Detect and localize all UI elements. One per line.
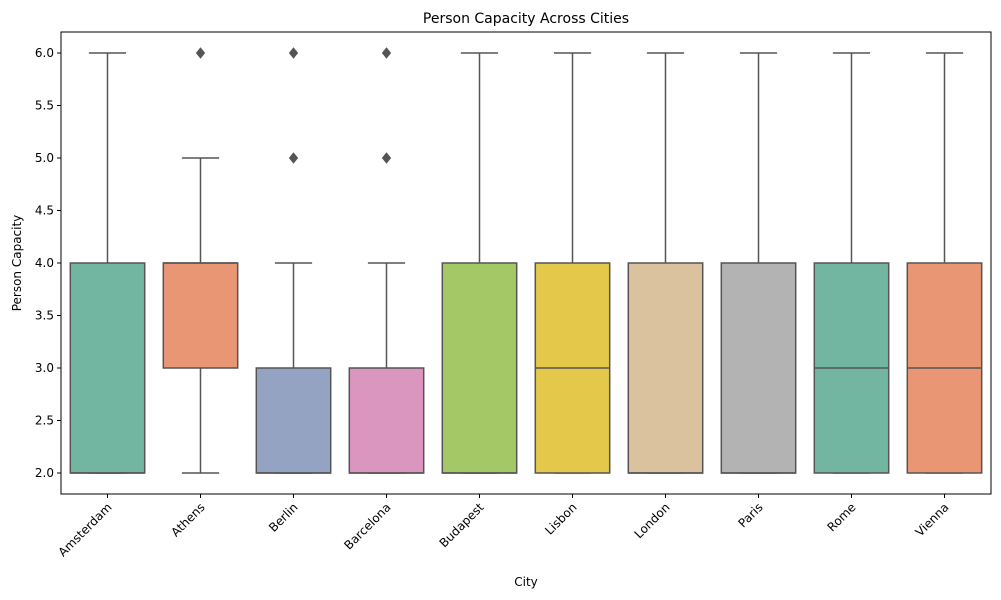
y-tick-label: 4.0 [35,256,54,270]
box-amsterdam [69,52,146,474]
box-rome [813,52,890,474]
x-tick-label-lisbon: Lisbon [542,500,579,537]
outlier-point [288,47,299,59]
x-tick-label-rome: Rome [825,500,859,534]
x-axis: Amsterdam Athens Berlin Barcelona Budapest Li… [55,494,952,559]
y-tick-label: 5.0 [35,151,54,165]
outlier-point [381,47,392,59]
x-tick-label-london: London [632,500,673,541]
box-iqr [627,262,704,474]
y-tick-label: 6.0 [35,46,54,60]
box-iqr [69,262,146,474]
outlier-point [288,152,299,164]
outlier-point [381,152,392,164]
plot-area [69,47,983,474]
box-iqr [720,262,797,474]
x-tick-label-amsterdam: Amsterdam [55,500,114,559]
y-axis: 2.0 2.5 3.0 3.5 4.0 4.5 5.0 5.5 6.0 [35,46,61,480]
x-tick-label-berlin: Berlin [266,500,301,535]
x-tick-label-budapest: Budapest [437,500,487,550]
outlier-point [195,47,206,59]
y-tick-label: 4.5 [35,204,54,218]
y-tick-label: 2.5 [35,414,54,428]
box-lisbon [534,52,611,474]
box-berlin [255,47,332,474]
y-tick-label: 3.0 [35,361,54,375]
y-axis-title: Person Capacity [10,215,24,312]
box-athens [162,47,239,474]
box-iqr [162,262,239,369]
box-paris [720,52,797,474]
x-tick-label-athens: Athens [168,500,207,539]
y-tick-label: 2.0 [35,466,54,480]
x-tick-label-vienna: Vienna [913,500,952,539]
box-london [627,52,704,474]
box-vienna [906,52,983,474]
y-tick-label: 5.5 [35,99,54,113]
x-tick-label-barcelona: Barcelona [341,500,393,552]
box-iqr [348,367,425,474]
box-budapest [441,52,518,474]
x-axis-title: City [514,575,538,589]
y-tick-label: 3.5 [35,309,54,323]
x-tick-label-paris: Paris [736,500,766,530]
box-iqr [441,262,518,474]
chart-title: Person Capacity Across Cities [423,11,629,27]
box-iqr [255,367,332,474]
box-barcelona [348,47,425,474]
